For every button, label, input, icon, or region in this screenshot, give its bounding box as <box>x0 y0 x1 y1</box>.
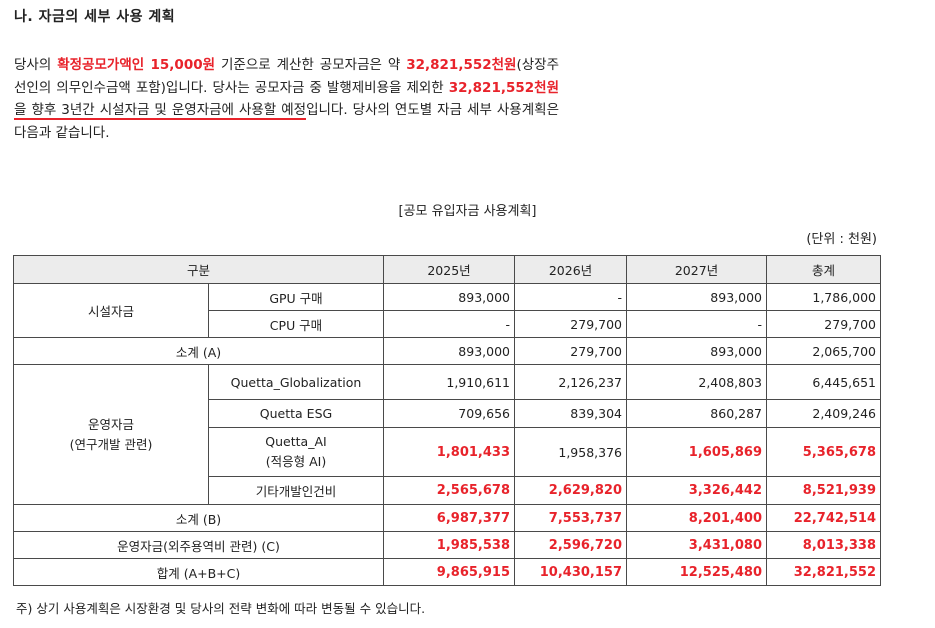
para-text-3: (상장주선인의 의무인수금액 포함)입니다. 당사는 공모자금 중 발행제비용을… <box>14 57 559 96</box>
total-raise: 32,821,552천원 <box>406 57 517 73</box>
intro-paragraph: 당사의 확정공모가액인 15,000원 기준으로 계산한 공모자금은 약 32,… <box>14 54 559 144</box>
operating-label-line2: (연구개발 관련) <box>69 436 153 452</box>
cell-total: 1,786,000 <box>766 283 881 311</box>
cell-2026: 279,700 <box>514 310 627 338</box>
table-row: 시설자금 GPU 구매 893,000 - 893,000 1,786,000 <box>13 283 881 338</box>
outsourcing-row: 운영자금(외주용역비 관련) (C) 1,985,538 2,596,720 3… <box>13 531 881 559</box>
cell-2027: - <box>626 310 767 338</box>
operating-label-line1: 운영자금 <box>87 416 134 432</box>
cell-2025: 2,565,678 <box>383 476 515 505</box>
para-text-5: 입니다. 당사의 연도별 자금 세부 사용계획은 다음과 같습니다. <box>14 102 559 141</box>
operating-group-label: 운영자금 (연구개발 관련) <box>13 364 209 505</box>
header-2027: 2027년 <box>626 255 767 284</box>
cell-2027: 2,408,803 <box>626 364 767 400</box>
cell-total: 2,409,246 <box>766 399 881 428</box>
cell-2025: 893,000 <box>383 337 515 365</box>
row-item: 기타개발인건비 <box>208 476 384 505</box>
facility-group-label: 시설자금 <box>13 283 209 338</box>
row-item: Quetta ESG <box>208 399 384 428</box>
cell-2026: 1,958,376 <box>514 427 627 477</box>
table-row: 기타개발인건비 2,565,678 2,629,820 3,326,442 8,… <box>14 476 881 505</box>
cell-2025: - <box>383 310 515 338</box>
cell-2027: 12,525,480 <box>626 558 767 586</box>
row-item-line1: Quetta_AI <box>265 434 327 449</box>
footnote: 주) 상기 사용계획은 시장환경 및 당사의 전략 변화에 따라 변동될 수 있… <box>16 601 426 616</box>
cell-2026: 10,430,157 <box>514 558 627 586</box>
cell-2026: 2,629,820 <box>514 476 627 505</box>
unit-label: (단위 : 천원) <box>806 232 877 247</box>
row-label: 소계 (A) <box>13 337 384 365</box>
cell-2026: 839,304 <box>514 399 627 428</box>
cell-2027: 3,431,080 <box>626 531 767 559</box>
cell-total: 8,521,939 <box>766 476 881 505</box>
cell-2025: 893,000 <box>383 283 515 311</box>
cell-2027: 8,201,400 <box>626 504 767 532</box>
fund-usage-table: 구분 2025년 2026년 2027년 총계 시설자금 GPU 구매 893,… <box>13 255 881 586</box>
header-category: 구분 <box>13 255 384 284</box>
cell-2025: 709,656 <box>383 399 515 428</box>
row-item: Quetta_AI (적응형 AI) <box>208 427 384 477</box>
table-row: 운영자금 (연구개발 관련) Quetta_Globalization 1,91… <box>13 364 881 505</box>
row-item: GPU 구매 <box>208 283 384 311</box>
cell-2027: 1,605,869 <box>626 427 767 477</box>
cell-2026: 279,700 <box>514 337 627 365</box>
cell-total: 8,013,338 <box>766 531 881 559</box>
cell-2027: 860,287 <box>626 399 767 428</box>
header-2026: 2026년 <box>514 255 627 284</box>
cell-total: 5,365,678 <box>766 427 881 477</box>
row-label: 소계 (B) <box>13 504 384 532</box>
cell-total: 2,065,700 <box>766 337 881 365</box>
subtotal-a-row: 소계 (A) 893,000 279,700 893,000 2,065,700 <box>13 337 881 365</box>
cell-2025: 1,801,433 <box>383 427 515 477</box>
header-total: 총계 <box>766 255 881 284</box>
cell-2025: 1,910,611 <box>383 364 515 400</box>
table-caption: [공모 유입자금 사용계획] <box>398 204 537 219</box>
row-label: 운영자금(외주용역비 관련) (C) <box>13 531 384 559</box>
para-text-2: 기준으로 계산한 공모자금은 약 <box>215 57 407 73</box>
cell-total: 279,700 <box>766 310 881 338</box>
cell-total: 22,742,514 <box>766 504 881 532</box>
cell-2025: 9,865,915 <box>383 558 515 586</box>
grand-total-row: 합계 (A+B+C) 9,865,915 10,430,157 12,525,4… <box>13 558 881 586</box>
cell-2027: 893,000 <box>626 283 767 311</box>
table-row: Quetta_AI (적응형 AI) 1,801,433 1,958,376 1… <box>14 427 881 477</box>
cell-2026: - <box>514 283 627 311</box>
header-2025: 2025년 <box>383 255 515 284</box>
offering-price: 확정공모가액인 15,000원 <box>57 57 216 73</box>
row-label: 합계 (A+B+C) <box>13 558 384 586</box>
cell-2025: 1,985,538 <box>383 531 515 559</box>
subtotal-b-row: 소계 (B) 6,987,377 7,553,737 8,201,400 22,… <box>13 504 881 532</box>
cell-2026: 2,596,720 <box>514 531 627 559</box>
cell-total: 32,821,552 <box>766 558 881 586</box>
usage-plan-phrase: 향후 3년간 시설자금 및 운영자금에 사용할 예정 <box>31 102 307 120</box>
cell-2025: 6,987,377 <box>383 504 515 532</box>
table-header-row: 구분 2025년 2026년 2027년 총계 <box>13 255 881 284</box>
cell-2027: 3,326,442 <box>626 476 767 505</box>
cell-2026: 7,553,737 <box>514 504 627 532</box>
net-raise: 32,821,552천원 <box>448 79 559 96</box>
cell-total: 6,445,651 <box>766 364 881 400</box>
row-item: CPU 구매 <box>208 310 384 338</box>
cell-2026: 2,126,237 <box>514 364 627 400</box>
para-text-4: 을 <box>14 102 32 120</box>
row-item: Quetta_Globalization <box>208 364 384 400</box>
section-heading: 나. 자금의 세부 사용 계획 <box>14 9 176 25</box>
row-item-line2: (적응형 AI) <box>265 454 327 469</box>
cell-2027: 893,000 <box>626 337 767 365</box>
para-text-1: 당사의 <box>14 57 58 73</box>
